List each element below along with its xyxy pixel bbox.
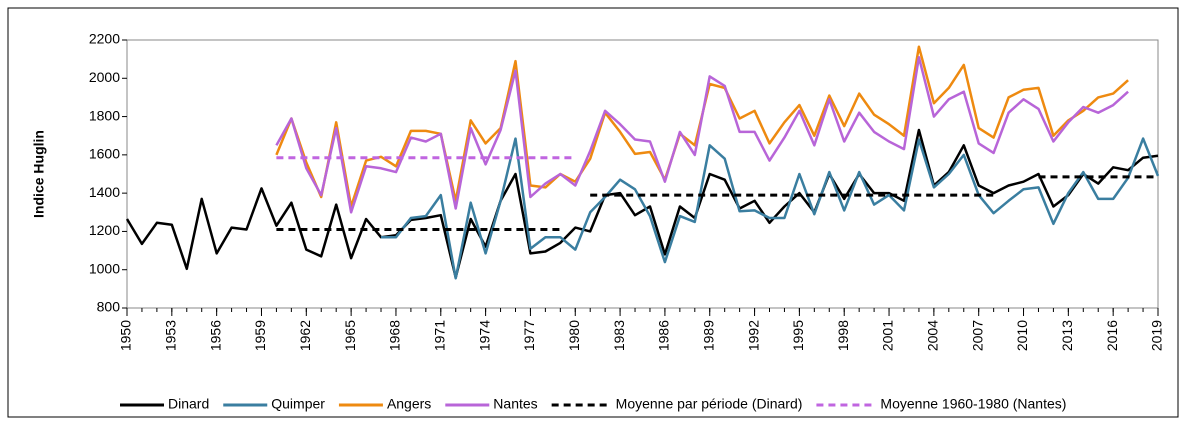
legend-label: Moyenne par période (Dinard) (616, 396, 803, 412)
chart-frame (7, 7, 1179, 418)
x-tick-label: 1950 (118, 320, 134, 351)
y-tick-label: 1800 (89, 107, 120, 123)
x-tick-label: 1974 (476, 320, 492, 351)
x-tick-label: 1983 (611, 320, 627, 351)
x-tick-label: 1968 (387, 320, 403, 351)
x-tick-label: 2019 (1149, 320, 1165, 351)
y-axis-label: Indice Huglin (31, 130, 47, 218)
x-tick-label: 2013 (1059, 320, 1075, 351)
x-tick-label: 2001 (880, 320, 896, 351)
y-tick-label: 2200 (89, 31, 120, 47)
x-tick-label: 1989 (700, 320, 716, 351)
x-tick-label: 2004 (925, 320, 941, 351)
series-line (125, 128, 1159, 279)
y-tick-label: 1600 (89, 146, 120, 162)
x-tick-label: 1956 (207, 320, 223, 351)
x-tick-label: 1971 (431, 320, 447, 351)
legend-label: Moyenne 1960-1980 (Nantes) (880, 396, 1066, 412)
y-tick-label: 1000 (89, 260, 120, 276)
legend-label: Angers (387, 396, 431, 412)
x-tick-label: 1986 (656, 320, 672, 351)
x-tick-label: 1965 (342, 320, 358, 351)
series-line (381, 137, 1160, 280)
average-line (276, 175, 1158, 231)
series-line (275, 55, 1129, 214)
legend-label: Dinard (168, 396, 209, 412)
x-tick-label: 1959 (252, 320, 268, 351)
y-tick-label: 2000 (89, 69, 120, 85)
y-tick-label: 1200 (89, 222, 120, 238)
x-tick-label: 1998 (835, 320, 851, 351)
x-tick-label: 2016 (1104, 320, 1120, 351)
plot-frame (126, 39, 1159, 309)
legend: Dinard Quimper Angers Nantes Moyenne par pér… (120, 396, 1066, 412)
legend-label: Nantes (493, 396, 537, 412)
x-tick-label: 1980 (566, 320, 582, 351)
x-tick-label: 1962 (297, 320, 313, 351)
x-tick-label: 2010 (1014, 320, 1030, 351)
x-tick-label: 2007 (969, 320, 985, 351)
y-tick-label: 800 (97, 299, 121, 315)
x-tick-label: 1995 (790, 320, 806, 351)
y-tick-label: 1400 (89, 184, 120, 200)
x-tick-label: 1953 (163, 320, 179, 351)
legend-label: Quimper (271, 396, 325, 412)
x-tick-label: 1992 (745, 320, 761, 351)
x-tick-label: 1977 (521, 320, 537, 351)
